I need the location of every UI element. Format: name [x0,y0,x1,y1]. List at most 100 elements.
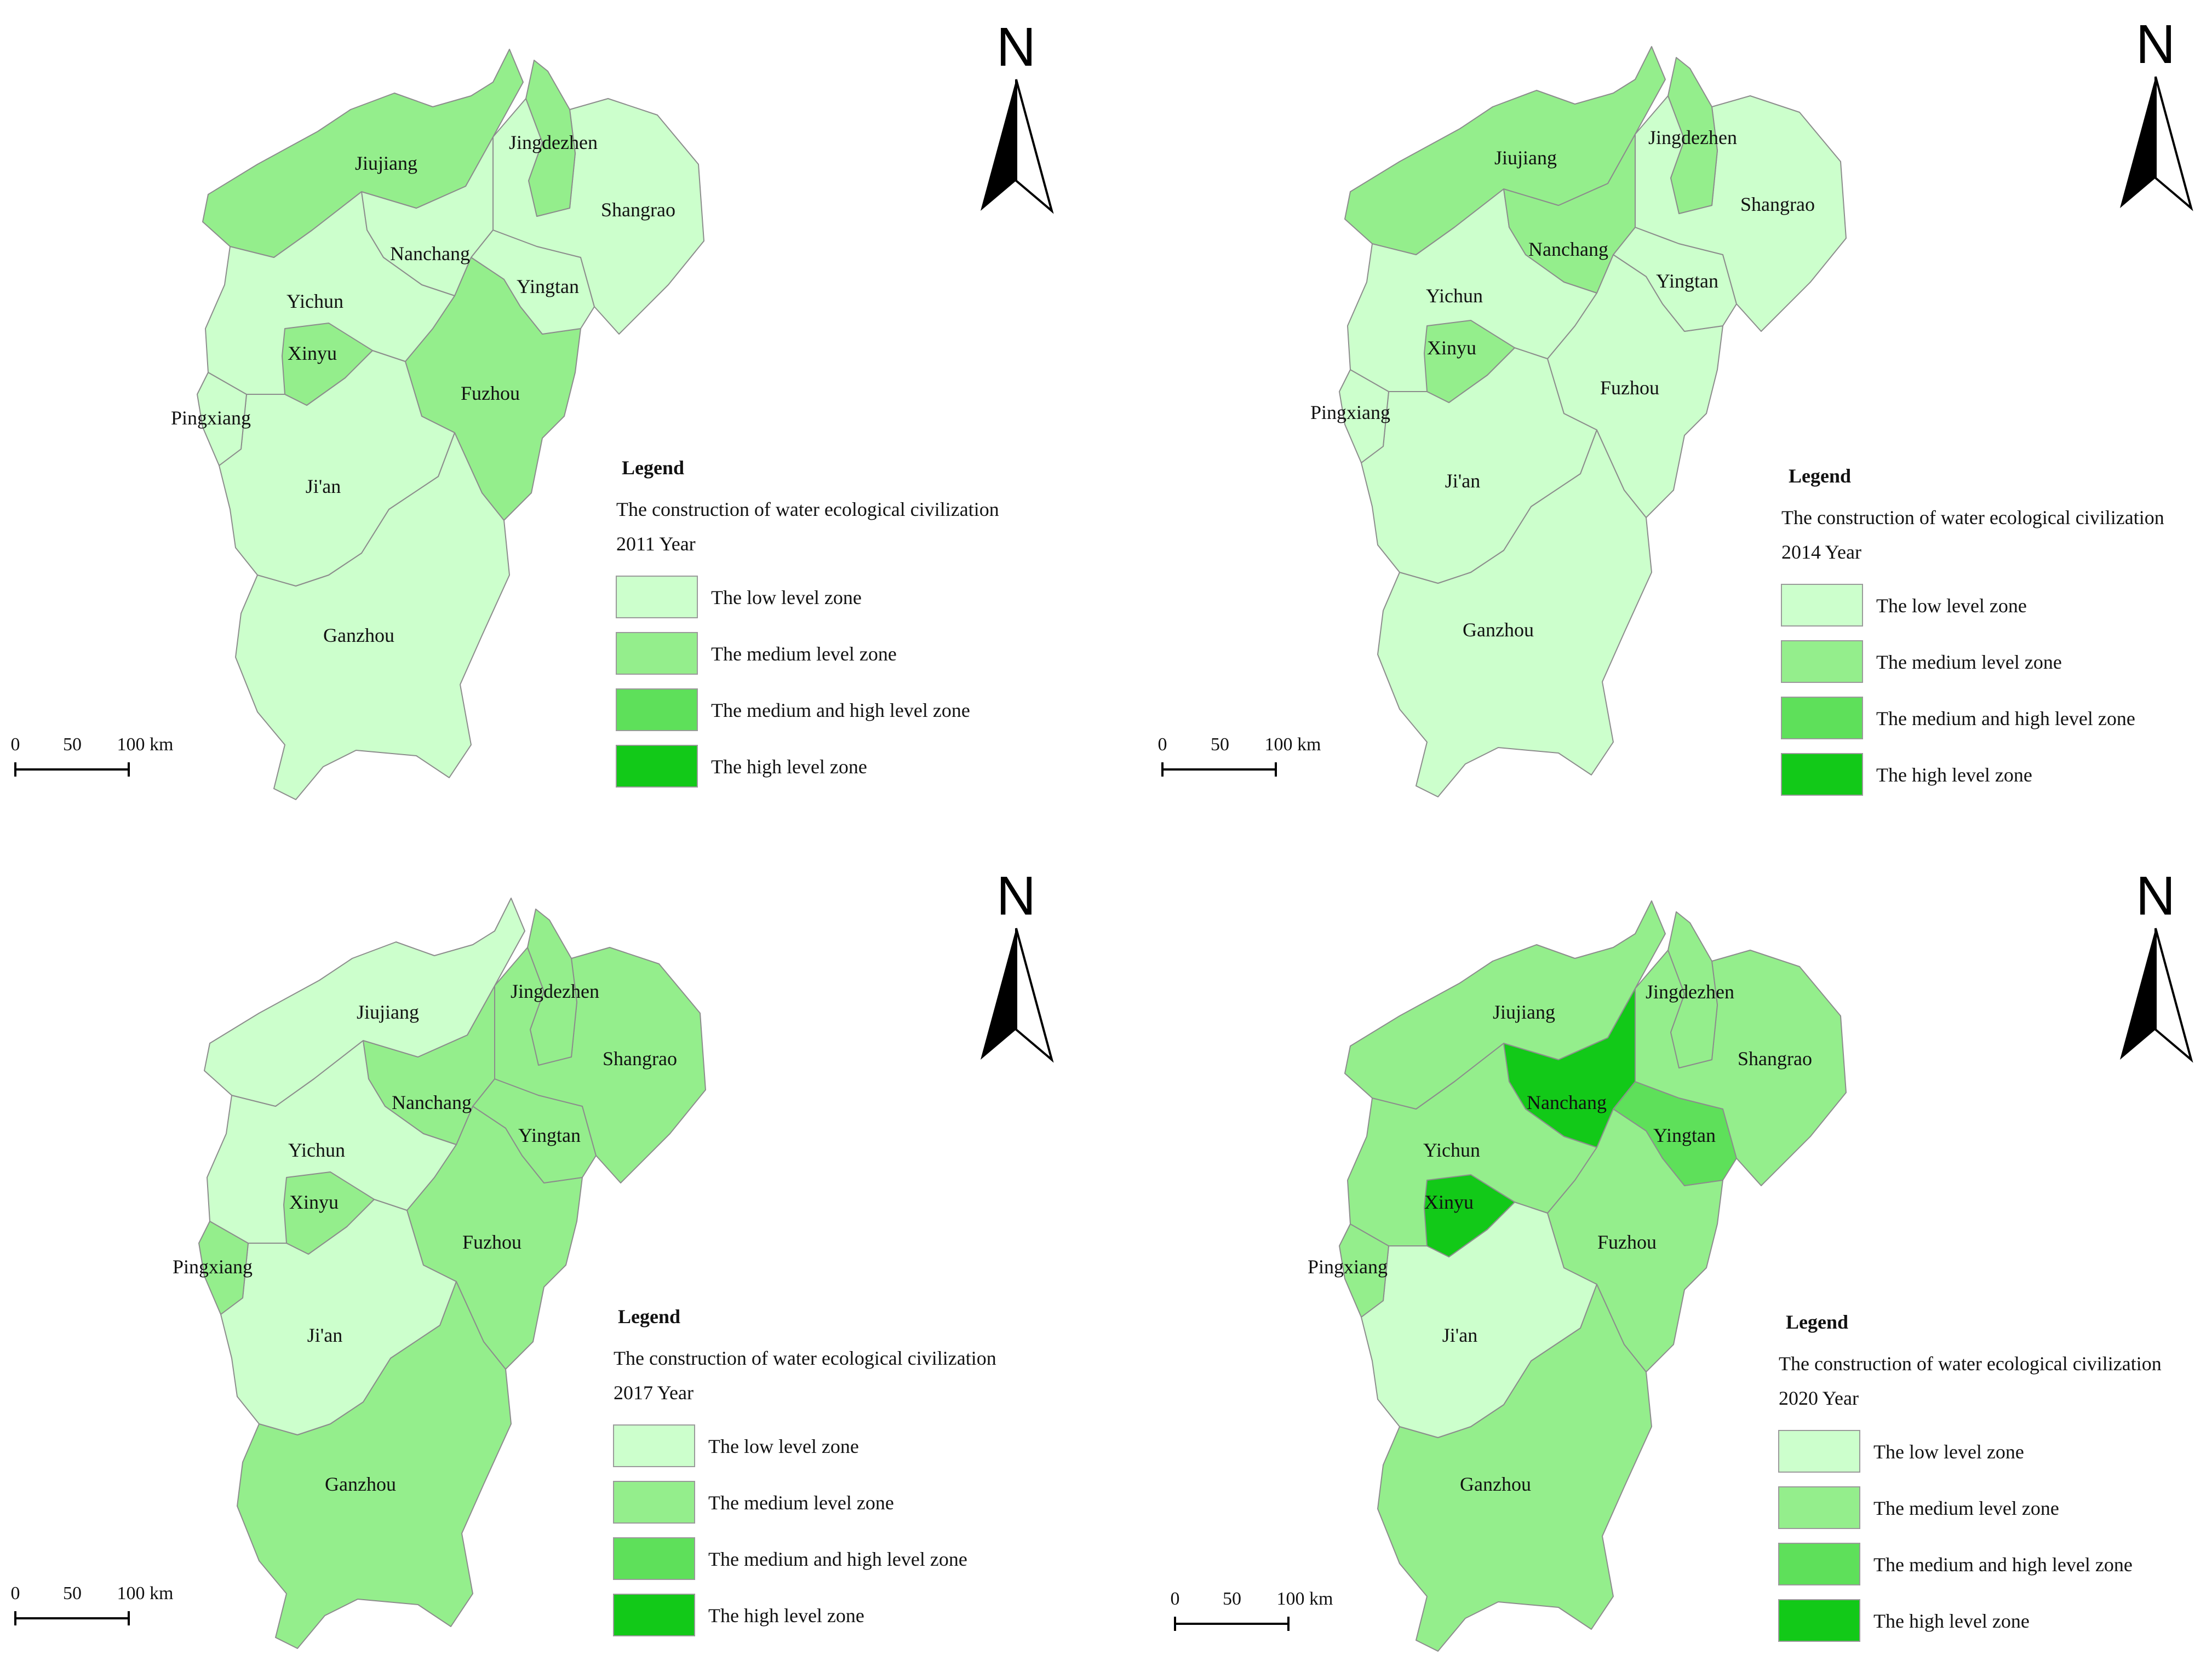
scale-bar: 0 50 100 km [1158,734,1321,777]
legend-swatch-low [616,576,698,618]
scale-tick-0: 0 [1158,734,1167,755]
scale-bar: 0 50 100 km [1171,1589,1333,1631]
label-yichun: Yichun [286,290,343,312]
province-map [197,49,704,800]
label-nanchang: Nanchang [390,243,470,265]
label-nanchang: Nanchang [1528,238,1608,260]
scale-bar-line [14,1611,130,1625]
legend-swatch-medium-high [613,1537,695,1580]
north-arrow-letter: N [996,865,1036,927]
legend-heading: Legend [1786,1311,1848,1333]
city-labels: Jiujiang Jingdezhen Shangrao Nanchang Yi… [173,980,677,1495]
legend-label-medium-high: The medium and high level zone [1876,708,2135,729]
label-jian: Ji'an [306,475,341,497]
legend-subtitle: The construction of water ecological civ… [616,498,999,520]
legend-label-high: The high level zone [1876,764,2032,786]
north-arrow-letter: N [2136,865,2175,927]
legend-label-medium: The medium level zone [708,1492,894,1514]
label-pingxiang: Pingxiang [1308,1256,1388,1278]
north-arrow-letter: N [996,16,1036,78]
legend-label-high: The high level zone [1873,1610,2030,1632]
label-ganzhou: Ganzhou [323,624,394,646]
north-arrow: N [981,16,1054,214]
legend-label-high: The high level zone [708,1605,864,1627]
legend-swatch-low [1781,584,1863,627]
city-labels: Jiujiang Jingdezhen Shangrao Nanchang Yi… [1310,127,1815,641]
legend-label-medium-high: The medium and high level zone [711,699,970,721]
label-xinyu: Xinyu [288,342,337,364]
legend-swatch-high [1778,1599,1860,1642]
scale-tick-0: 0 [1171,1589,1180,1609]
map-panel-2020: Jiujiang Jingdezhen Shangrao Nanchang Yi… [1171,865,2193,1652]
legend-subtitle: The construction of water ecological civ… [614,1347,996,1369]
label-shangrao: Shangrao [1738,1048,1812,1070]
legend-label-medium-high: The medium and high level zone [1873,1554,2133,1576]
map-panel-2011: Jiujiang Jingdezhen Shangrao Nanchang Yi… [11,16,1054,800]
legend-heading: Legend [618,1306,680,1328]
label-yichun: Yichun [288,1139,345,1161]
label-jiujiang: Jiujiang [355,152,417,174]
scale-bar-line [1161,762,1277,777]
label-nanchang: Nanchang [392,1091,472,1113]
label-pingxiang: Pingxiang [1310,401,1390,423]
legend: Legend The construction of water ecologi… [1778,1311,2162,1642]
north-arrow-right-half [1015,928,1054,1063]
legend-label-high: The high level zone [711,756,867,778]
legend-year: 2020 Year [1779,1387,1859,1409]
legend-year: 2014 Year [1781,541,1861,563]
label-fuzhou: Fuzhou [1600,377,1659,399]
label-yichun: Yichun [1423,1139,1480,1161]
label-ganzhou: Ganzhou [325,1473,396,1495]
label-jian: Ji'an [307,1324,342,1346]
province-map [1339,900,1847,1652]
legend-swatch-medium-high [616,688,698,731]
north-arrow: N [2120,14,2193,211]
label-pingxiang: Pingxiang [171,407,251,429]
legend-swatch-high [613,1594,695,1636]
scale-tick-50: 50 [1223,1589,1241,1609]
legend-label-medium: The medium level zone [1873,1497,2059,1519]
label-yingtan: Yingtan [1656,270,1718,292]
label-yichun: Yichun [1426,285,1483,307]
legend: Legend The construction of water ecologi… [1781,465,2164,796]
north-arrow-left-half [2120,928,2156,1060]
label-pingxiang: Pingxiang [173,1256,253,1278]
scale-tick-50: 50 [63,1583,82,1604]
north-arrow-left-half [981,79,1016,211]
legend-heading: Legend [1789,465,1851,487]
label-xinyu: Xinyu [289,1191,339,1213]
city-labels: Jiujiang Jingdezhen Shangrao Nanchang Yi… [171,131,675,646]
label-ganzhou: Ganzhou [1463,619,1534,641]
map-panel-2014: Jiujiang Jingdezhen Shangrao Nanchang Yi… [1158,14,2193,797]
label-fuzhou: Fuzhou [461,382,520,404]
legend-swatch-low [613,1424,695,1467]
label-jian: Ji'an [1445,470,1480,492]
legend-label-medium: The medium level zone [1876,651,2062,673]
scale-bar-line [14,762,130,777]
legend-subtitle: The construction of water ecological civ… [1781,507,2164,528]
label-yingtan: Yingtan [517,275,579,297]
map-panel-2017: Jiujiang Jingdezhen Shangrao Nanchang Yi… [11,865,1054,1649]
legend-swatch-medium [1778,1486,1860,1529]
legend-year: 2017 Year [614,1382,694,1404]
north-arrow-right-half [2154,76,2193,211]
label-shangrao: Shangrao [1740,193,1815,215]
label-jingdezhen: Jingdezhen [509,131,598,153]
label-yingtan: Yingtan [518,1124,581,1146]
label-xinyu: Xinyu [1424,1191,1474,1213]
north-arrow: N [2120,865,2193,1063]
province-map [1339,46,1847,797]
label-fuzhou: Fuzhou [1597,1231,1657,1253]
label-jiujiang: Jiujiang [1493,1001,1555,1023]
label-fuzhou: Fuzhou [462,1231,522,1253]
legend-swatch-medium-high [1778,1543,1860,1585]
scale-tick-100km: 100 km [117,734,174,755]
legend-label-low: The low level zone [708,1435,859,1457]
legend-swatch-medium [616,632,698,675]
legend-swatch-medium [1781,640,1863,683]
label-jian: Ji'an [1442,1324,1477,1346]
legend-swatch-medium [613,1481,695,1524]
north-arrow-letter: N [2136,14,2175,75]
legend: Legend The construction of water ecologi… [616,457,999,788]
